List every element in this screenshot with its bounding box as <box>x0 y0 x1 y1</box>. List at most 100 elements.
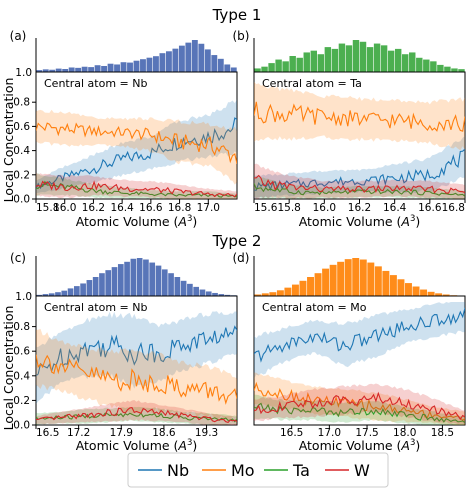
histogram-bar <box>94 65 101 72</box>
histogram-bar <box>42 294 49 296</box>
histogram-bar <box>359 259 367 296</box>
histogram-bar <box>314 273 322 296</box>
ytick-label: 0.6 <box>13 346 30 358</box>
xtick-label: 19.3 <box>195 427 218 439</box>
panel-b: (b) Central atom = Ta 15.6 15.8 16.0 16.2 16.4… <box>233 29 466 229</box>
histogram-bar <box>111 267 118 296</box>
xlabel-prefix: Atomic Volume ( <box>76 438 179 453</box>
histogram-bar <box>367 262 375 296</box>
series-band-w <box>254 383 465 425</box>
ytick-label: 0.2 <box>13 169 30 181</box>
ylabel-top: Local Concentration <box>1 78 16 203</box>
ytick-label: 0.8 <box>13 321 30 333</box>
ylabel-bottom: Local Concentration <box>1 306 16 431</box>
histogram-bar <box>92 277 99 296</box>
panel-label: (a) <box>10 29 27 43</box>
panel-label: (d) <box>233 251 250 265</box>
histogram-bar <box>427 291 435 296</box>
histogram-bar <box>198 43 205 72</box>
ytick-label: 0.8 <box>13 97 30 109</box>
histogram-bar <box>373 43 381 72</box>
histogram-bar <box>268 63 275 72</box>
legend-label-w: W <box>354 461 370 480</box>
histogram-bar <box>254 68 261 72</box>
histogram-bar <box>140 59 146 72</box>
histogram-bar <box>352 258 360 296</box>
histogram-bar <box>345 45 353 72</box>
xtick-label: 16.5 <box>36 427 59 439</box>
series-line-w <box>36 180 237 198</box>
histogram-bar <box>394 48 402 72</box>
histogram-bar <box>127 62 133 72</box>
series-band-nb <box>254 135 465 199</box>
histogram-bar <box>299 280 307 296</box>
histogram-bar <box>67 288 74 296</box>
series-band-nb <box>254 302 465 379</box>
histogram-bar <box>282 61 289 72</box>
histogram-bar <box>178 45 185 72</box>
xtick-label: 15.8 <box>277 202 300 214</box>
histogram-bar <box>337 261 345 296</box>
histogram-bar <box>68 67 75 72</box>
histogram-bar <box>55 68 62 72</box>
xtick-label: 16.4 <box>110 202 134 214</box>
xtick-label: 16.2 <box>82 202 105 214</box>
histogram-bar <box>380 45 388 72</box>
histogram-bar <box>412 286 420 296</box>
histogram-bar <box>199 289 206 296</box>
xtick-label: 16.6 <box>139 202 163 214</box>
xlabel: Atomic Volume (A3) <box>299 214 421 229</box>
histogram-bar <box>224 64 231 72</box>
histogram-bar <box>161 269 168 296</box>
histogram-bar <box>344 259 352 296</box>
histogram-bar <box>88 67 95 72</box>
histogram-bar <box>329 264 337 296</box>
histogram-bar <box>143 259 149 296</box>
histogram-bar <box>107 63 114 72</box>
histogram-bar <box>458 69 465 72</box>
series-line-mo <box>36 354 237 405</box>
legend-frame <box>127 452 389 488</box>
xtick-label: 17.0 <box>318 427 341 439</box>
histogram-ytick-label: 1.0 <box>15 67 32 79</box>
xtick-label: 16.5 <box>280 427 303 439</box>
ytick-label: 0.4 <box>13 145 30 157</box>
histogram-bar <box>322 268 330 296</box>
histogram-bar <box>120 62 127 72</box>
histogram-bar <box>36 294 42 296</box>
xtick-label: 16.0 <box>53 202 76 214</box>
histogram-bar <box>289 56 296 72</box>
plot-frame <box>35 71 238 200</box>
xtick-label: 17.2 <box>67 427 90 439</box>
histogram-bar <box>204 49 211 72</box>
histogram-bar <box>81 66 88 72</box>
histogram-bar <box>338 43 346 72</box>
series-group <box>254 81 465 199</box>
central-atom-annotation: Central atom = Nb <box>44 77 147 90</box>
histogram-bar <box>153 56 159 72</box>
histogram-bar <box>174 277 181 296</box>
histogram-bar <box>269 292 277 296</box>
series-line-ta <box>254 182 465 197</box>
series-line-mo <box>254 381 465 422</box>
legend-label-ta: Ta <box>292 461 310 480</box>
histogram-bar <box>212 292 218 296</box>
central-atom-annotation: Central atom = Mo <box>262 301 367 314</box>
legend-label-nb: Nb <box>167 461 189 480</box>
histogram-bar <box>366 47 374 72</box>
series-band-ta <box>36 173 237 199</box>
xlabel-suffix: ) <box>192 438 197 453</box>
xtick-label: 16.8 <box>442 202 465 214</box>
central-atom-annotation: Central atom = Nb <box>44 301 147 314</box>
xlabel-symbol: A <box>400 438 410 453</box>
panel-label: (c) <box>10 251 26 265</box>
legend: Nb Mo Ta W <box>127 452 389 488</box>
panel-a: (a) 1.0 Central atom = Nb 0.0 0.2 0.4 0.6 0.8 15… <box>10 29 238 229</box>
series-band-mo <box>36 328 237 420</box>
xtick-label: 15.8 <box>36 202 59 214</box>
histogram-bar <box>444 66 451 72</box>
xtick-label: 16.4 <box>383 202 407 214</box>
ytick-label: 0.0 <box>13 194 30 206</box>
histogram-bar <box>387 50 395 72</box>
